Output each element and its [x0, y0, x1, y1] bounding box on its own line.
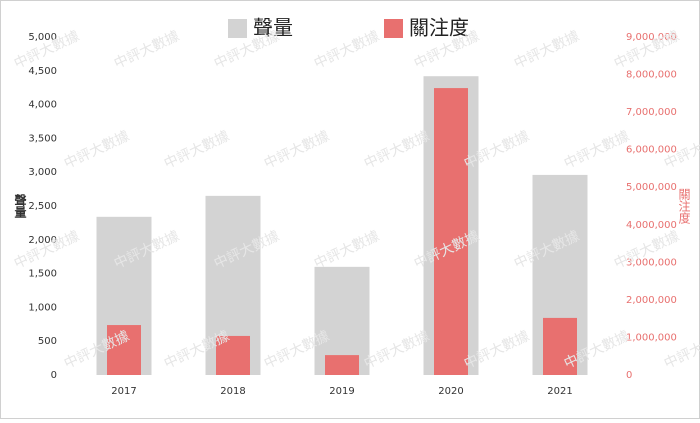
legend-label: 關注度 — [409, 16, 469, 40]
bar — [216, 335, 250, 375]
y-axis-label: 聲量 — [13, 193, 27, 218]
y2-axis-label: 關注度 — [677, 188, 691, 224]
y2-tick-label: 1,000,000 — [626, 332, 677, 343]
y2-tick-label: 5,000,000 — [626, 182, 677, 193]
legend-swatch — [384, 19, 403, 38]
y2-tick-label: 9,000,000 — [626, 32, 677, 43]
y2-tick-label: 7,000,000 — [626, 107, 677, 118]
x-tick-label: 2021 — [547, 386, 572, 397]
bar — [325, 355, 359, 375]
x-tick-label: 2017 — [111, 386, 136, 397]
y2-tick-label: 2,000,000 — [626, 295, 677, 306]
y-tick-label: 2,000 — [28, 235, 57, 246]
y-tick-label: 500 — [38, 336, 57, 347]
y2-tick-label: 6,000,000 — [626, 145, 677, 156]
bar — [543, 317, 577, 375]
y2-tick-label: 0 — [626, 370, 632, 381]
y-tick-label: 0 — [51, 370, 57, 381]
bar — [107, 325, 141, 375]
y-tick-label: 4,500 — [28, 66, 57, 77]
y-tick-label: 5,000 — [28, 32, 57, 43]
y-tick-label: 2,500 — [28, 201, 57, 212]
y-tick-label: 3,000 — [28, 167, 57, 178]
y-tick-label: 3,500 — [28, 133, 57, 144]
y2-tick-label: 3,000,000 — [626, 257, 677, 268]
y2-tick-label: 4,000,000 — [626, 220, 677, 231]
y-tick-label: 1,500 — [28, 269, 57, 280]
y-tick-label: 1,000 — [28, 302, 57, 313]
y-tick-label: 4,000 — [28, 100, 57, 111]
bar — [434, 88, 468, 375]
x-tick-label: 2020 — [438, 386, 463, 397]
legend-label: 聲量 — [253, 16, 293, 40]
x-tick-label: 2019 — [329, 386, 354, 397]
x-tick-label: 2018 — [220, 386, 245, 397]
legend-swatch — [228, 19, 247, 38]
y2-tick-label: 8,000,000 — [626, 70, 677, 81]
